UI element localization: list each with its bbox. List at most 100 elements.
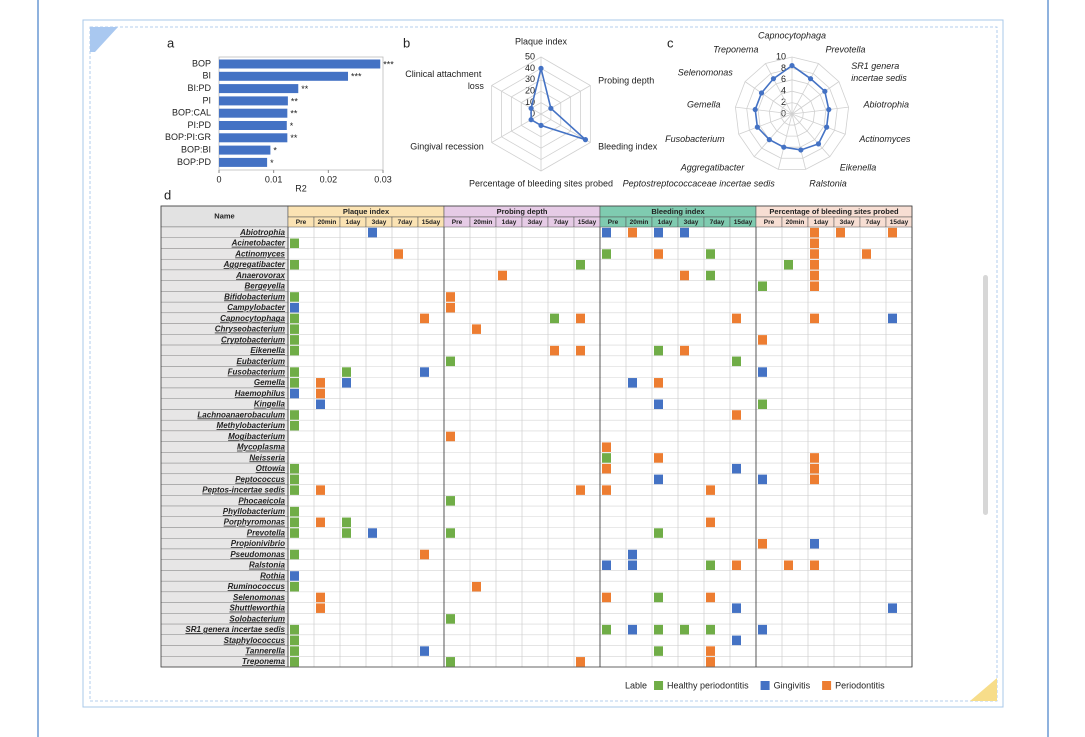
bar (219, 59, 381, 69)
row-name: Solobacterium (229, 614, 285, 623)
cell-mark (446, 614, 455, 624)
cell-mark (550, 313, 559, 324)
cell-mark (290, 313, 299, 324)
cell-mark (550, 345, 559, 356)
x-tick-label: 0.01 (265, 174, 283, 184)
group-header: Probing depth (497, 207, 548, 216)
grid-ring (746, 67, 838, 159)
cell-mark (810, 539, 819, 549)
row-name: Ottowia (256, 464, 286, 473)
category-label: Percentage of bleeding sites probed (469, 178, 613, 188)
spoke (765, 63, 793, 115)
time-header: 1day (814, 219, 829, 226)
cell-mark (290, 292, 299, 302)
category-label: PI (202, 95, 211, 105)
figure-dashed-frame (89, 26, 998, 702)
time-header: 7day (398, 219, 413, 226)
cell-mark (316, 592, 325, 603)
cell-mark (316, 603, 325, 613)
cell-mark (290, 517, 299, 528)
row-name: Rothia (260, 571, 285, 580)
cell-mark (446, 356, 455, 367)
significance-label: ** (301, 84, 309, 94)
time-header: 20min (786, 219, 805, 226)
cell-mark (290, 324, 299, 334)
cell-mark (810, 238, 819, 249)
significance-label: ** (290, 109, 298, 119)
cell-mark (732, 356, 741, 367)
cell-mark (290, 624, 299, 635)
bar (219, 108, 288, 118)
time-header: Pre (608, 219, 619, 226)
category-label: Bleeding index (598, 141, 658, 151)
cell-mark (316, 378, 325, 388)
row-name: Haemophilus (235, 389, 286, 398)
cell-mark (862, 249, 871, 259)
cell-mark (316, 485, 325, 495)
time-header: 7day (554, 219, 569, 226)
category-label: Ralstonia (809, 178, 847, 188)
time-header: 3day (372, 219, 387, 226)
cell-mark (342, 378, 351, 388)
time-header: 20min (474, 219, 493, 226)
category-label: BOP (192, 58, 211, 68)
cell-mark (290, 302, 299, 313)
row-name: Staphylococcus (224, 636, 286, 645)
cell-mark (602, 227, 611, 238)
cell-mark (654, 624, 663, 635)
time-header: 3day (684, 219, 699, 226)
row-name: Campylobacter (227, 303, 286, 312)
radar-point (528, 117, 534, 123)
r-tick-label: 40 (525, 63, 535, 73)
r-tick-label: 10 (776, 51, 786, 61)
row-name: Peptococcus (235, 475, 285, 484)
cell-mark (706, 270, 715, 281)
significance-label: ** (291, 96, 299, 106)
spoke (735, 106, 793, 115)
cell-mark (576, 485, 585, 495)
grid-ring (757, 79, 827, 148)
r-tick-label: 4 (781, 86, 786, 96)
row-name: Bergeyella (245, 282, 286, 291)
cell-mark (758, 399, 767, 410)
cell-mark (446, 292, 455, 302)
cell-mark (784, 259, 793, 270)
row-name: Cryptobacterium (221, 335, 285, 344)
category-label: PI:PD (187, 120, 211, 130)
row-name: Kingella (254, 400, 286, 409)
significance-label: ** (290, 133, 298, 143)
cell-mark (654, 227, 663, 238)
row-name: Ruminococcus (228, 582, 286, 591)
cell-mark (342, 367, 351, 377)
cell-mark (758, 474, 767, 485)
cell-mark (810, 313, 819, 324)
radar-point (826, 106, 832, 113)
radar-point (824, 124, 830, 130)
cell-mark (290, 367, 299, 377)
row-name: Treponema (242, 657, 286, 666)
row-name: Anaerovorax (235, 271, 285, 280)
radar-point (548, 105, 554, 111)
category-label: Treponema (713, 45, 758, 55)
category-label: Fusobacterium (665, 134, 725, 144)
row-name: Phocaeicola (238, 496, 285, 505)
cell-mark (784, 560, 793, 571)
spoke (744, 81, 793, 115)
cell-mark (706, 657, 715, 667)
cell-mark (680, 345, 689, 356)
row-name: Bifidobacterium (224, 292, 285, 301)
cell-mark (420, 313, 429, 324)
row-name: Propionivibrio (231, 539, 285, 548)
scrollbar[interactable] (983, 275, 988, 515)
category-label: Probing depth (598, 75, 654, 85)
group-header: Bleeding index (651, 207, 705, 216)
cell-mark (810, 270, 819, 281)
radar-point (798, 147, 804, 153)
cell-mark (290, 259, 299, 270)
cell-mark (602, 249, 611, 259)
cell-mark (654, 474, 663, 485)
significance-label: * (270, 158, 274, 168)
cell-mark (706, 517, 715, 528)
time-header: 20min (318, 219, 337, 226)
cell-mark (290, 657, 299, 667)
